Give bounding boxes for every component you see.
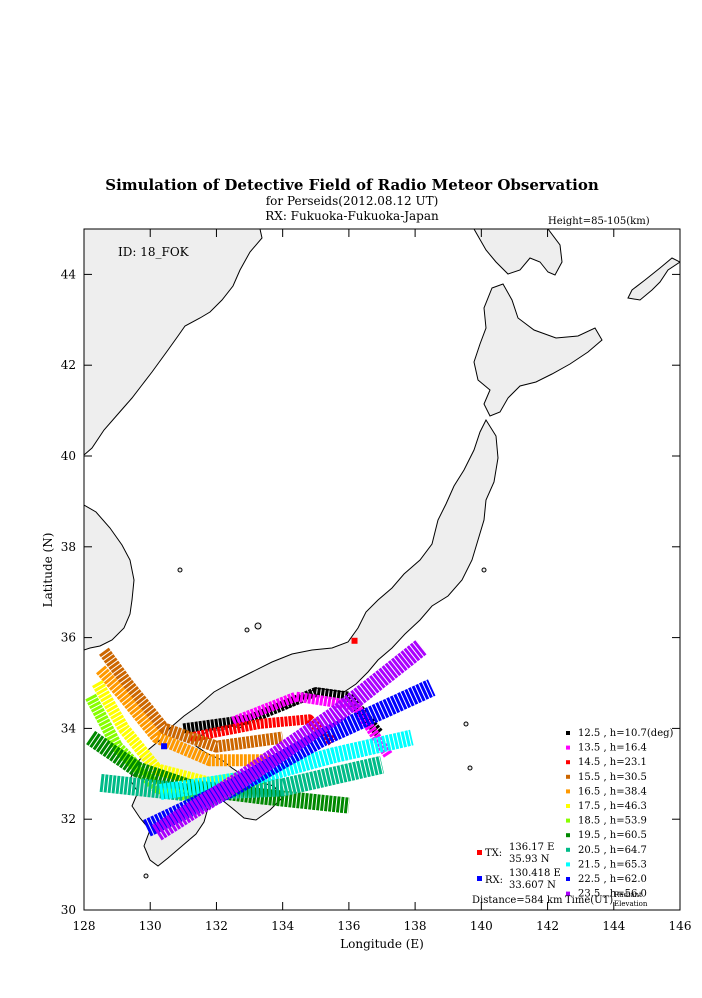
legend-swatch <box>566 847 570 852</box>
legend-entry: 17.5 , h=46.3 <box>578 801 647 812</box>
tx-label: TX: <box>485 848 502 859</box>
legend-swatch <box>566 789 570 794</box>
legend-entry: 20.5 , h=64.7 <box>578 845 647 856</box>
legend-swatch <box>566 731 570 735</box>
legend-entry: 14.5 , h=23.1 <box>578 757 647 768</box>
detection-bands <box>85 639 436 841</box>
chart-subtitle: for Perseids(2012.08.12 UT) <box>266 194 439 208</box>
distance-label: Distance=584 km <box>472 895 563 906</box>
x-tick-label: 144 <box>602 919 625 933</box>
legend-entry: 19.5 , h=60.5 <box>578 830 647 841</box>
x-tick-label: 138 <box>404 919 427 933</box>
x-tick-label: 146 <box>669 919 692 933</box>
kuril-landmass <box>627 257 680 301</box>
y-tick-label: 30 <box>61 903 76 917</box>
island-5 <box>463 721 469 727</box>
island-4 <box>481 567 487 573</box>
legend-entry: 16.5 , h=38.4 <box>578 786 647 797</box>
tx-legend-swatch <box>477 850 482 855</box>
legend-entry: 23.5 , h=56.0 <box>578 889 647 900</box>
legend-entry: 13.5 , h=16.4 <box>578 743 647 754</box>
tx-lat: 35.93 N <box>509 854 550 865</box>
band-series-4 <box>99 647 284 753</box>
y-tick-label: 34 <box>61 721 77 735</box>
legend-entry: 15.5 , h=30.5 <box>578 772 647 783</box>
time-header: Time(UT) <box>565 895 613 906</box>
x-tick-label: 134 <box>271 919 294 933</box>
legend-swatch <box>566 774 570 779</box>
band-series-11 <box>143 679 436 837</box>
id-label: ID: 18_FOK <box>118 245 190 259</box>
island-3 <box>244 627 250 633</box>
x-tick-label: 142 <box>536 919 559 933</box>
band-series-12 <box>151 639 428 841</box>
rx-legend-swatch <box>477 876 482 881</box>
tx-lon: 136.17 E <box>509 842 554 853</box>
legend-entry: 18.5 , h=53.9 <box>578 816 647 827</box>
legend-swatch <box>566 833 570 838</box>
hokkaido-landmass <box>473 283 603 417</box>
radiant-header: Radiant <box>614 891 642 899</box>
legend: 12.5 , h=10.7(deg) 13.5 , h=16.4 14.5 , h=… <box>566 728 674 900</box>
y-tick-label: 42 <box>61 358 76 372</box>
x-tick-label: 140 <box>470 919 493 933</box>
legend-swatch <box>566 877 570 881</box>
y-axis-label: Latitude (N) <box>41 533 55 608</box>
plot-frame <box>83 228 681 911</box>
chart-title: Simulation of Detective Field of Radio M… <box>105 176 599 194</box>
height-label: Height=85-105(km) <box>548 216 650 227</box>
x-tick-label: 128 <box>73 919 96 933</box>
rx-location-line: RX: Fukuoka-Fukuoka-Japan <box>265 209 439 223</box>
island-1 <box>177 567 183 573</box>
rx-label: RX: <box>485 875 503 886</box>
island-7 <box>143 873 149 879</box>
elevation-header: Elevation <box>614 900 648 908</box>
y-tick-label: 32 <box>61 812 76 826</box>
legend-swatch <box>566 760 570 765</box>
korea-landmass <box>84 504 135 651</box>
legend-swatch <box>566 745 570 750</box>
band-series-5 <box>96 665 270 767</box>
rx-marker <box>161 743 168 750</box>
y-tick-label: 38 <box>61 540 76 554</box>
x-tick-label: 136 <box>337 919 360 933</box>
rx-lon: 130.418 E <box>509 868 561 879</box>
x-tick-label: 132 <box>205 919 228 933</box>
legend-entry: 12.5 , h=10.7(deg) <box>578 728 674 739</box>
y-tick-label: 44 <box>61 267 77 281</box>
y-tick-label: 36 <box>61 631 76 645</box>
legend-swatch <box>566 862 570 867</box>
x-axis-label: Longitude (E) <box>340 937 424 951</box>
axis-ticks: 128 130 132 134 136 138 140 142 144 146 30 32 34 36 38… <box>61 229 692 933</box>
sakhalin-landmass <box>473 229 563 276</box>
band-series-10 <box>158 729 414 800</box>
legend-entry: 21.5 , h=65.3 <box>578 859 647 870</box>
band-series-2 <box>231 691 393 759</box>
legend-entry: 22.5 , h=62.0 <box>578 874 647 885</box>
island-6 <box>467 765 473 771</box>
rx-lat: 33.607 N <box>509 880 556 891</box>
x-tick-label: 130 <box>139 919 162 933</box>
mainland-landmass <box>84 229 263 456</box>
island-2 <box>254 622 262 630</box>
band-series-1 <box>182 687 383 737</box>
legend-swatch <box>566 891 570 896</box>
tx-marker <box>351 637 358 644</box>
legend-swatch <box>566 804 570 808</box>
y-tick-label: 40 <box>61 449 76 463</box>
legend-swatch <box>566 818 570 823</box>
